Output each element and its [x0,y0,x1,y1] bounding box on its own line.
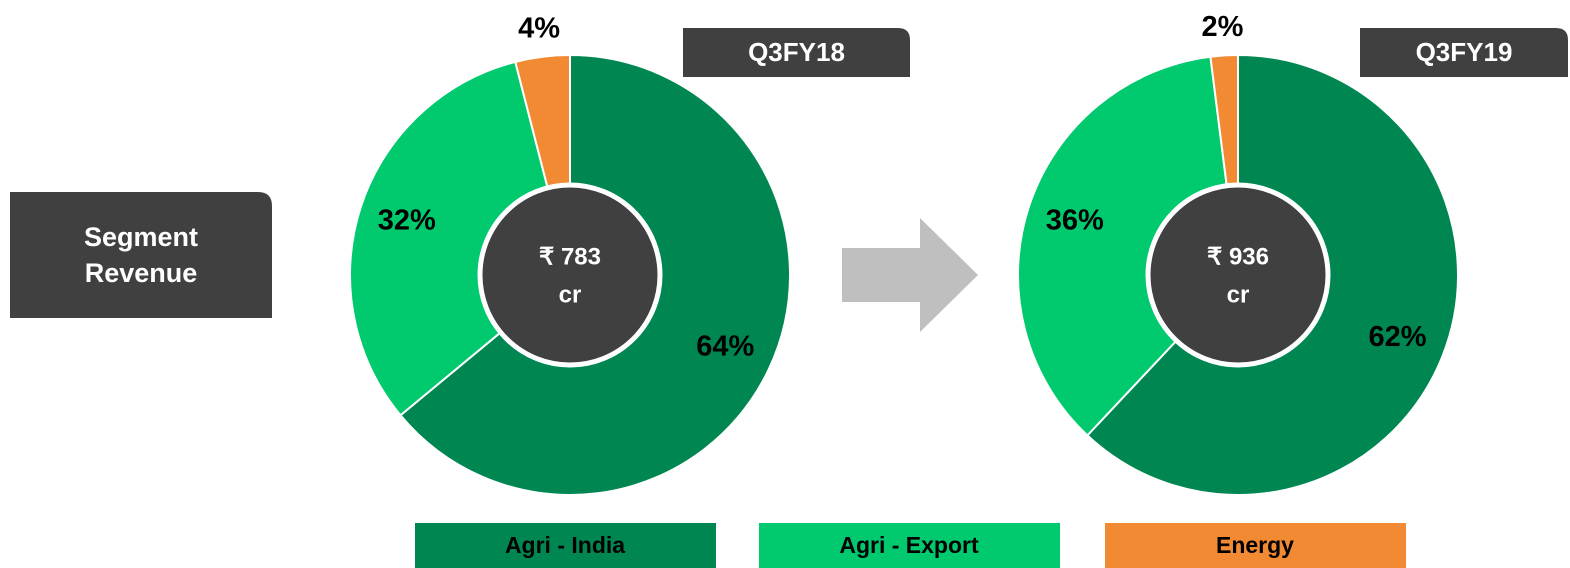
legend-swatch [1105,523,1406,568]
center-circle [477,182,663,368]
chart-title: Q3FY18 [748,37,845,67]
legend-label: Agri - India [505,532,625,558]
value-label: 64% [696,331,754,363]
center-label: cr [1227,281,1250,308]
chart-title: Q3FY19 [1416,37,1513,67]
side-label: Segment Revenue [83,222,199,288]
center-label: ₹ 936 [1207,243,1269,270]
value-label: 32% [378,205,436,237]
legend-label: Energy [1216,532,1294,558]
title-box [1360,28,1568,77]
value-label: 4% [518,13,560,45]
value-label: 36% [1046,205,1104,237]
value-label: 62% [1369,321,1427,353]
legend-label: Agri - Export [839,532,979,558]
center-circle [1145,182,1331,368]
side-label-wrap: Segment Revenue [83,222,199,288]
title-box [683,28,910,77]
center-label: cr [559,281,582,308]
slice [349,60,572,417]
legend-swatch [415,523,716,568]
legend-swatch [759,523,1060,568]
slice [1017,55,1240,437]
arrow [842,218,978,332]
center-label: ₹ 783 [539,243,601,270]
side-label-box [10,192,272,318]
value-label: 2% [1202,11,1244,43]
